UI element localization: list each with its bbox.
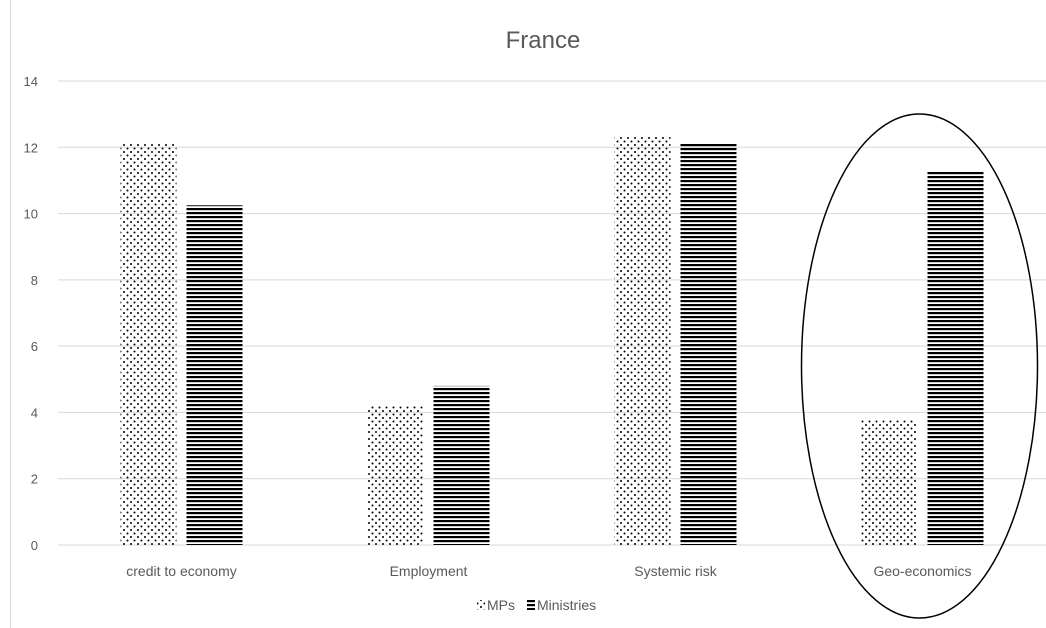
x-category-label: Employment [390,563,468,579]
bar-mps-systemic-risk [614,135,671,545]
bar-mps-geo-economics [861,419,918,545]
bar-mps-employment [367,405,424,545]
annotation [800,113,1039,619]
y-tick-label: 0 [31,538,38,553]
y-tick-label: 4 [31,405,38,420]
chart-frame [10,0,1046,628]
y-tick-label: 10 [24,207,38,222]
x-category-label: credit to economy [126,563,237,579]
bar-mps-credit-to-economy [120,143,177,545]
legend-swatch-mps [477,600,485,610]
x-category-label: Systemic risk [634,563,717,579]
bar-ministries-geo-economics [927,170,984,545]
highlight-ellipse [800,113,1039,619]
legend: MPs Ministries [477,597,596,613]
y-tick-label: 8 [31,273,38,288]
legend-label-ministries: Ministries [537,597,596,613]
bar-ministries-systemic-risk [680,143,737,545]
y-tick-label: 6 [31,339,38,354]
chart-title: France [506,27,581,54]
bar-ministries-employment [433,385,490,545]
bar-ministries-credit-to-economy [186,205,243,546]
x-category-label: Geo-economics [873,563,971,579]
legend-swatch-ministries [527,600,535,610]
legend-label-mps: MPs [487,597,515,613]
y-tick-label: 12 [24,140,38,155]
y-tick-label: 14 [24,74,38,89]
y-axis-ticks: 0 2 4 6 8 10 12 14 [24,74,38,553]
y-tick-label: 2 [31,472,38,487]
bars [120,135,984,546]
x-axis-labels: credit to economy Employment Systemic risk… [126,563,971,579]
